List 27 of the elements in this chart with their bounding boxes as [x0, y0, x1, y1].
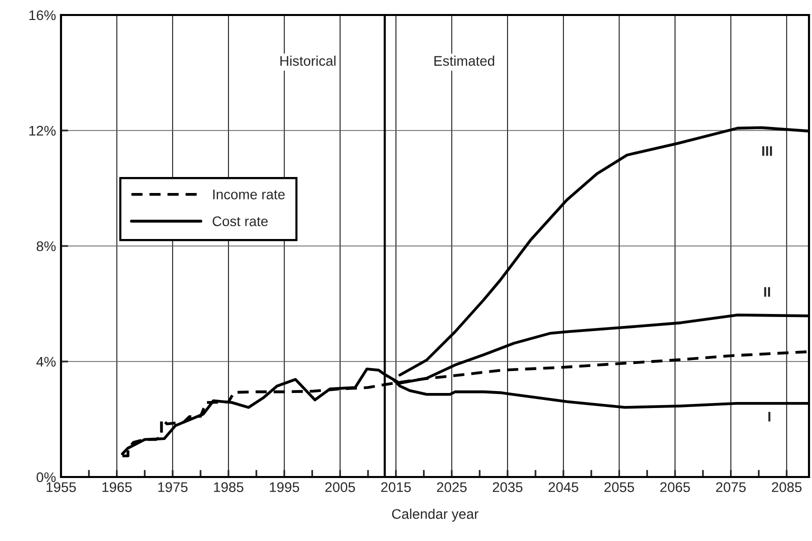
x-tick-label: 2055 [604, 482, 634, 492]
x-tick-label: 1995 [270, 482, 300, 492]
annotation: I [768, 412, 770, 422]
x-tick-label: 2065 [660, 482, 690, 492]
y-tick-label: 12% [29, 126, 56, 136]
x-tick-label: 2005 [325, 482, 355, 492]
x-tick-label: 1955 [46, 482, 76, 492]
annotation: Historical [280, 56, 336, 66]
x-tick-label: 2025 [437, 482, 467, 492]
x-tick-label: 2015 [381, 482, 411, 492]
x-tick-label: 2035 [492, 482, 522, 492]
x-tick-label: 1965 [102, 482, 132, 492]
y-tick-label: 8% [36, 241, 56, 252]
annotation: III [762, 146, 772, 156]
x-tick-label: 2085 [772, 482, 802, 492]
x-tick-label: 2075 [716, 482, 746, 492]
x-tick-label: 1975 [158, 482, 188, 492]
legend-label: Income rate [213, 190, 285, 200]
annotation: II [764, 287, 770, 297]
y-tick-label: 4% [36, 356, 56, 367]
x-axis-title: Calendar year [392, 508, 478, 522]
annotation: Estimated [434, 56, 494, 66]
legend-label: Cost rate [212, 216, 268, 226]
y-tick-label: 0% [36, 472, 56, 482]
x-tick-label: 2045 [548, 482, 578, 492]
y-tick-label: 16% [29, 10, 56, 20]
x-tick-label: 1985 [214, 482, 244, 492]
